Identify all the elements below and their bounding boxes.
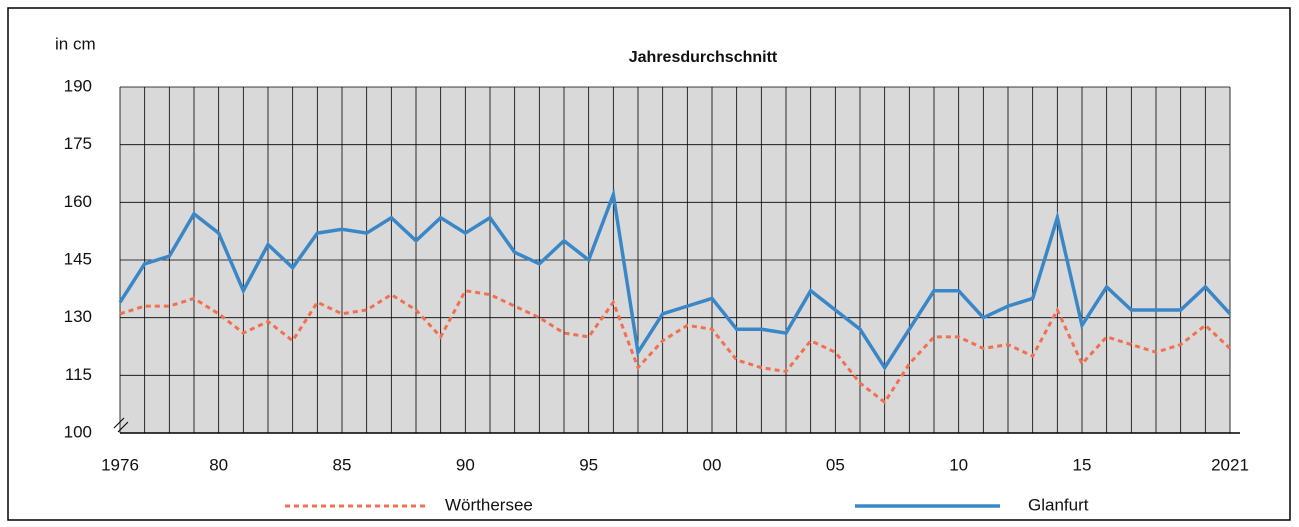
- legend-label: Wörthersee: [445, 495, 533, 514]
- x-tick-label: 00: [703, 455, 722, 474]
- x-tick-label: 85: [333, 455, 352, 474]
- y-tick-label: 145: [64, 249, 92, 268]
- x-tick-label: 10: [949, 455, 968, 474]
- y-tick-label: 100: [64, 422, 92, 441]
- y-axis-label: in cm: [55, 34, 96, 53]
- chart-title: Jahresdurchschnitt: [629, 49, 778, 66]
- data-line: [118, 187, 1232, 371]
- x-tick-label: 05: [826, 455, 845, 474]
- x-tick-label: 15: [1073, 455, 1092, 474]
- x-tick-label: 2021: [1211, 455, 1249, 474]
- data-line: [119, 289, 1232, 405]
- y-tick-label: 115: [65, 365, 92, 384]
- legend-label: Glanfurt: [1028, 495, 1089, 514]
- y-tick-label: 130: [64, 307, 92, 326]
- y-tick-label: 160: [64, 192, 92, 211]
- x-tick-label: 90: [456, 455, 475, 474]
- x-tick-label: 80: [209, 455, 228, 474]
- x-tick-label: 95: [579, 455, 598, 474]
- y-tick-label: 190: [64, 76, 92, 95]
- x-tick-label: 1976: [101, 455, 139, 474]
- y-tick-label: 175: [64, 134, 92, 153]
